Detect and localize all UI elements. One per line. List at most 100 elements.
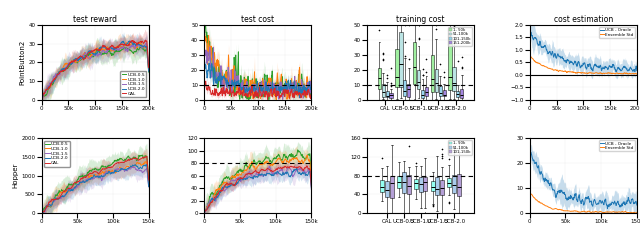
UCB-1.0 bbox=[38, 213, 45, 216]
Title: test cost: test cost bbox=[241, 15, 275, 24]
UCB-1.5 bbox=[145, 69, 152, 72]
Ensemble Std bbox=[526, 196, 534, 199]
PathPatch shape bbox=[402, 172, 406, 193]
UCB-1.5 bbox=[39, 214, 47, 217]
PathPatch shape bbox=[385, 91, 388, 97]
UCB-0.5 bbox=[103, 165, 111, 168]
PathPatch shape bbox=[406, 175, 410, 194]
PathPatch shape bbox=[414, 179, 418, 188]
UCB - Oracle bbox=[527, 30, 534, 32]
UCB - Oracle bbox=[589, 200, 597, 203]
Title: test reward: test reward bbox=[73, 15, 117, 24]
UCB-1.0 bbox=[105, 46, 113, 49]
Legend: UCB - Oracle, Ensemble Std: UCB - Oracle, Ensemble Std bbox=[599, 140, 635, 151]
UCB-0.5 bbox=[101, 165, 109, 168]
Legend: 1- 50k, 51-100k, 101-150k: 1- 50k, 51-100k, 101-150k bbox=[448, 140, 472, 155]
CAL bbox=[105, 48, 113, 50]
UCB-1.5 bbox=[142, 42, 150, 45]
UCB-1.0 bbox=[136, 41, 143, 44]
UCB-1.5 bbox=[38, 97, 45, 100]
PathPatch shape bbox=[397, 176, 401, 188]
UCB-0.5 bbox=[145, 71, 152, 74]
UCB - Oracle bbox=[526, 47, 534, 50]
UCB-0.5 bbox=[138, 45, 145, 48]
PathPatch shape bbox=[399, 32, 403, 87]
UCB-1.0 bbox=[141, 160, 149, 163]
PathPatch shape bbox=[421, 90, 424, 98]
CAL bbox=[38, 212, 46, 215]
CAL bbox=[51, 77, 58, 80]
UCB - Oracle bbox=[526, 164, 534, 167]
UCB - Oracle bbox=[633, 204, 640, 207]
PathPatch shape bbox=[442, 90, 445, 96]
UCB - Oracle bbox=[590, 199, 598, 202]
Ensemble Std bbox=[593, 72, 601, 74]
Line: UCB-1.0: UCB-1.0 bbox=[42, 162, 148, 215]
UCB - Oracle bbox=[633, 69, 640, 72]
UCB-0.5 bbox=[128, 158, 136, 160]
Ensemble Std bbox=[527, 192, 534, 195]
UCB-1.5 bbox=[102, 171, 109, 174]
UCB - Oracle bbox=[604, 66, 611, 69]
UCB-2.0 bbox=[145, 70, 152, 73]
Title: training cost: training cost bbox=[396, 15, 445, 24]
UCB-0.5 bbox=[139, 154, 147, 156]
UCB-2.0 bbox=[101, 174, 109, 177]
Line: UCB - Oracle: UCB - Oracle bbox=[530, 31, 637, 72]
UCB-1.5 bbox=[116, 48, 124, 50]
UCB-1.0 bbox=[145, 182, 152, 185]
UCB-2.0 bbox=[115, 44, 123, 47]
UCB - Oracle bbox=[592, 201, 600, 204]
UCB-0.5 bbox=[102, 165, 109, 168]
Ensemble Std bbox=[631, 212, 639, 215]
UCB-2.0 bbox=[145, 185, 152, 188]
Ensemble Std bbox=[616, 211, 624, 213]
UCB-2.0 bbox=[80, 57, 88, 60]
UCB - Oracle bbox=[526, 176, 534, 178]
PathPatch shape bbox=[457, 174, 461, 196]
UCB-0.5 bbox=[135, 156, 143, 159]
Ensemble Std bbox=[526, 62, 534, 65]
Y-axis label: PointButton2: PointButton2 bbox=[20, 40, 26, 85]
CAL bbox=[102, 167, 109, 170]
PathPatch shape bbox=[435, 177, 440, 195]
UCB-2.0 bbox=[116, 44, 124, 47]
UCB-1.0 bbox=[72, 60, 80, 63]
CAL bbox=[145, 178, 152, 181]
Ensemble Std bbox=[623, 211, 631, 214]
Ensemble Std bbox=[592, 210, 600, 213]
PathPatch shape bbox=[431, 181, 435, 191]
PathPatch shape bbox=[431, 55, 434, 92]
UCB-1.5 bbox=[129, 166, 136, 169]
UCB-2.0 bbox=[131, 163, 139, 166]
UCB-0.5 bbox=[38, 211, 45, 214]
PathPatch shape bbox=[449, 37, 452, 89]
PathPatch shape bbox=[438, 86, 442, 96]
UCB-2.0 bbox=[72, 57, 80, 60]
UCB - Oracle bbox=[612, 70, 620, 73]
PathPatch shape bbox=[403, 80, 406, 96]
PathPatch shape bbox=[452, 175, 456, 193]
Line: UCB-2.0: UCB-2.0 bbox=[42, 41, 148, 98]
UCB-1.5 bbox=[105, 47, 113, 50]
PathPatch shape bbox=[396, 49, 399, 87]
PathPatch shape bbox=[417, 70, 420, 89]
Ensemble Std bbox=[604, 72, 611, 74]
UCB-2.0 bbox=[135, 167, 143, 170]
Line: UCB-0.5: UCB-0.5 bbox=[42, 46, 148, 96]
CAL bbox=[129, 158, 136, 161]
Line: CAL: CAL bbox=[42, 40, 148, 99]
UCB-2.0 bbox=[125, 40, 133, 42]
Ensemble Std bbox=[590, 211, 598, 213]
UCB-1.5 bbox=[51, 75, 58, 78]
UCB-0.5 bbox=[145, 177, 152, 180]
UCB - Oracle bbox=[561, 59, 569, 62]
PathPatch shape bbox=[407, 84, 410, 97]
Y-axis label: Hopper: Hopper bbox=[13, 163, 19, 188]
UCB-2.0 bbox=[103, 172, 111, 175]
PathPatch shape bbox=[447, 178, 451, 187]
UCB - Oracle bbox=[623, 200, 631, 203]
UCB-1.0 bbox=[135, 162, 143, 164]
Ensemble Std bbox=[527, 55, 534, 58]
UCB - Oracle bbox=[527, 151, 534, 154]
